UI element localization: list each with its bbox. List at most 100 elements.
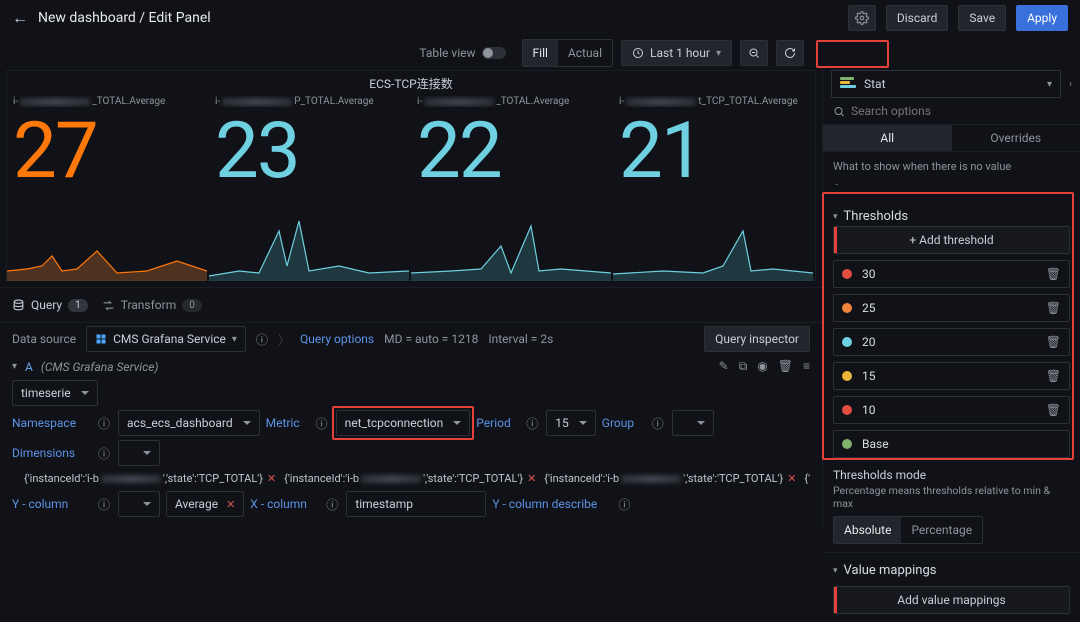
fill-actual-segment[interactable]: Fill Actual: [522, 39, 614, 67]
edit-icon[interactable]: ✎: [719, 359, 729, 374]
toggle-visibility-icon[interactable]: ◉: [757, 359, 767, 374]
table-view-toggle[interactable]: Table view: [411, 46, 513, 60]
namespace-help-icon[interactable]: ⓘ: [98, 415, 110, 432]
metric-select[interactable]: net_tcpconnection: [336, 410, 471, 436]
dimension-instance[interactable]: {'instanceId':'i-b','state':'TCP_TOTAL'}…: [544, 472, 796, 485]
threshold-value[interactable]: 20: [862, 335, 1036, 349]
query-options-link[interactable]: Query options: [300, 332, 374, 346]
back-arrow[interactable]: ←: [12, 8, 28, 28]
remove-instance-icon[interactable]: ✕: [267, 472, 276, 485]
threshold-color-swatch[interactable]: [842, 269, 852, 279]
zoom-out-button[interactable]: [740, 40, 768, 66]
fill-option[interactable]: Fill: [523, 40, 558, 66]
xcol-input[interactable]: timestamp: [346, 491, 486, 517]
save-button[interactable]: Save: [958, 5, 1006, 31]
options-search-input[interactable]: [851, 104, 1070, 118]
period-help-icon[interactable]: ⓘ: [526, 415, 538, 432]
value-mappings-header[interactable]: ▾ Value mappings: [833, 561, 1070, 580]
metric-help-icon[interactable]: ⓘ: [316, 415, 328, 432]
datasource-picker[interactable]: CMS Grafana Service ▾: [86, 326, 246, 352]
duplicate-icon[interactable]: ⧉: [739, 359, 748, 374]
threshold-color-swatch[interactable]: [842, 337, 852, 347]
refresh-button[interactable]: [776, 40, 804, 66]
namespace-select[interactable]: acs_ecs_dashboard: [118, 410, 260, 436]
stat-viz-icon: [840, 77, 858, 91]
table-view-label: Table view: [419, 46, 475, 60]
drag-handle-icon[interactable]: ≡: [803, 359, 810, 374]
mode-absolute[interactable]: Absolute: [834, 517, 901, 543]
threshold-color-swatch[interactable]: [842, 405, 852, 415]
add-value-mappings-button[interactable]: Add value mappings: [833, 586, 1070, 614]
dimension-instance[interactable]: {'instanceId':'i-bp1: [804, 472, 810, 485]
threshold-color-swatch[interactable]: [842, 371, 852, 381]
dimensions-label: Dimensions: [12, 446, 92, 460]
tab-all[interactable]: All: [823, 125, 952, 151]
breadcrumb: New dashboard / Edit Panel: [38, 10, 211, 26]
ydesc-label: Y - column describe: [492, 497, 612, 511]
threshold-row[interactable]: 20 🗑: [833, 328, 1070, 356]
dimension-instance[interactable]: {'instanceId':'i-b','state':'TCP_TOTAL'}…: [24, 472, 276, 485]
threshold-value[interactable]: Base: [862, 437, 1061, 451]
chevron-down-icon: ▾: [716, 48, 721, 59]
time-range-picker[interactable]: Last 1 hour ▾: [621, 40, 732, 66]
visualization-picker[interactable]: Stat ▾: [831, 70, 1061, 98]
remove-instance-icon[interactable]: ✕: [527, 472, 536, 485]
stat-cell: i-_TOTAL.Average 27: [7, 94, 209, 281]
remove-ycol-icon[interactable]: ✕: [226, 498, 235, 511]
threshold-value[interactable]: 30: [862, 267, 1036, 281]
threshold-row[interactable]: 25 🗑: [833, 294, 1070, 322]
actual-option[interactable]: Actual: [558, 40, 612, 66]
ydesc-help-icon[interactable]: ⓘ: [618, 496, 630, 513]
delete-query-icon[interactable]: 🗑: [778, 359, 793, 374]
delete-threshold-icon[interactable]: 🗑: [1046, 267, 1061, 281]
threshold-row[interactable]: 10 🗑: [833, 396, 1070, 424]
delete-threshold-icon[interactable]: 🗑: [1046, 369, 1061, 383]
add-threshold-button[interactable]: + Add threshold: [833, 226, 1070, 254]
discard-button[interactable]: Discard: [886, 5, 949, 31]
query-inspector-button[interactable]: Query inspector: [704, 326, 810, 352]
delete-threshold-icon[interactable]: 🗑: [1046, 301, 1061, 315]
period-label: Period: [476, 416, 520, 430]
ycol-help-icon[interactable]: ⓘ: [98, 496, 110, 513]
panel-preview: ECS-TCP连接数 i-_TOTAL.Average 27 i-P_TOTAL…: [6, 70, 816, 281]
settings-button[interactable]: [848, 5, 876, 31]
chevron-down-icon: ▾: [833, 566, 838, 576]
period-select[interactable]: 15: [546, 410, 596, 436]
ycol-select[interactable]: [118, 491, 160, 517]
dimensions-select[interactable]: [118, 440, 160, 466]
ycol-label: Y - column: [12, 497, 92, 511]
ycol-value[interactable]: Average✕: [166, 491, 244, 517]
threshold-value[interactable]: 25: [862, 301, 1036, 315]
threshold-color-swatch[interactable]: [842, 439, 852, 449]
tab-overrides[interactable]: Overrides: [952, 125, 1080, 151]
dimensions-help-icon[interactable]: ⓘ: [98, 445, 110, 462]
options-search[interactable]: [823, 98, 1080, 125]
threshold-row[interactable]: 30 🗑: [833, 260, 1070, 288]
threshold-row[interactable]: Base: [833, 430, 1070, 458]
group-help-icon[interactable]: ⓘ: [652, 415, 664, 432]
no-value-value[interactable]: -: [833, 177, 1070, 191]
threshold-row[interactable]: 15 🗑: [833, 362, 1070, 390]
delete-threshold-icon[interactable]: 🗑: [1046, 335, 1061, 349]
query-type-select[interactable]: timeserie: [12, 380, 98, 406]
threshold-color-swatch[interactable]: [842, 303, 852, 313]
group-select[interactable]: [672, 410, 714, 436]
threshold-value[interactable]: 10: [862, 403, 1036, 417]
thresholds-header[interactable]: ▾ Thresholds: [833, 207, 1070, 226]
dimension-instance[interactable]: {'instanceId':'i-b','state':'TCP_TOTAL'}…: [284, 472, 536, 485]
apply-button[interactable]: Apply: [1016, 5, 1068, 31]
chevron-down-icon: ▾: [1047, 79, 1052, 90]
transform-count-badge: 0: [182, 299, 202, 312]
mode-percentage[interactable]: Percentage: [901, 517, 982, 543]
thresholds-mode-desc: Percentage means thresholds relative to …: [833, 484, 1070, 510]
chevron-right-icon[interactable]: ›: [1069, 79, 1072, 90]
xcol-help-icon[interactable]: ⓘ: [326, 496, 338, 513]
threshold-value[interactable]: 15: [862, 369, 1036, 383]
collapse-query-icon[interactable]: ▾: [12, 361, 17, 372]
toggle-track: [482, 47, 506, 59]
tab-query[interactable]: Query 1: [12, 298, 88, 312]
tab-transform[interactable]: Transform 0: [102, 298, 202, 312]
datasource-help-icon[interactable]: ⓘ: [256, 331, 268, 348]
delete-threshold-icon[interactable]: 🗑: [1046, 403, 1061, 417]
remove-instance-icon[interactable]: ✕: [787, 472, 796, 485]
